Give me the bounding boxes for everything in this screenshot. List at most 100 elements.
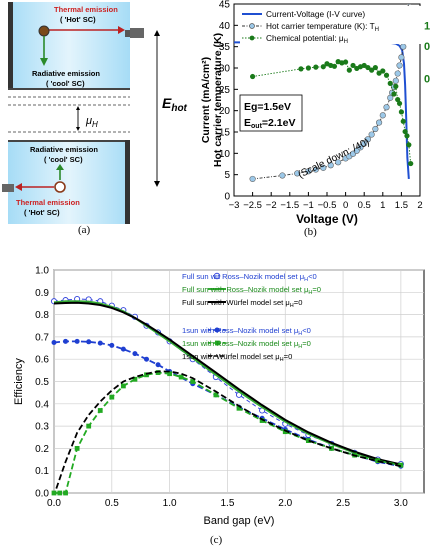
chem-potential-point bbox=[391, 91, 397, 97]
ehot-label: Ehot bbox=[162, 95, 188, 114]
legend-label-5: 1sun with Ross–Nozik model set μH=0 bbox=[182, 339, 311, 350]
temperature-point bbox=[327, 162, 334, 169]
iv-legend: Current-Voltage (I-V curve) Hot carrier … bbox=[240, 6, 422, 45]
y-tick-label: 45 bbox=[219, 0, 231, 11]
panel-a-caption: (a) bbox=[78, 224, 91, 236]
y-tick-label: 0 bbox=[224, 192, 230, 203]
x-tick-label: 1 bbox=[380, 200, 385, 211]
bottom-radiative-label-2: ( 'cool' SC) bbox=[44, 155, 83, 164]
temperature-point bbox=[320, 164, 327, 171]
bottom-thermal-label-1: Thermal emission bbox=[16, 198, 80, 207]
onesun-rn-zero-point bbox=[120, 383, 126, 389]
chem-potential-point bbox=[365, 64, 371, 71]
param-eout: Eout=2.1eV bbox=[244, 117, 295, 130]
temperature-point bbox=[249, 175, 256, 183]
chem-potential-point bbox=[395, 96, 401, 103]
chem-potential-point bbox=[383, 72, 390, 78]
onesun-rn-zero-point bbox=[375, 458, 381, 464]
y-tick-label: 30 bbox=[219, 64, 231, 75]
temperature-point bbox=[392, 77, 399, 84]
bottom-right-contact bbox=[125, 140, 130, 224]
x-tick-label: −2.5 bbox=[243, 200, 262, 211]
hot-sc-top-box bbox=[8, 2, 130, 90]
legend-temperature: Hot carrier temperature (K): TH bbox=[266, 21, 379, 33]
chem-potential-point bbox=[393, 83, 399, 89]
temperature-point bbox=[368, 131, 375, 138]
legend-symbol-onesun-rn-zero bbox=[215, 340, 220, 346]
onesun-rn-zero-point bbox=[329, 446, 334, 451]
chem-potential-point bbox=[372, 64, 378, 71]
chem-potential-point bbox=[387, 80, 393, 86]
chem-potential-point bbox=[343, 59, 349, 65]
top-radiative-label-2: ( 'cool' SC) bbox=[46, 79, 85, 88]
x-tick-label: −2 bbox=[266, 200, 277, 211]
x-tick-label: −0.5 bbox=[318, 200, 337, 211]
onesun-rn-neg-point bbox=[86, 339, 92, 345]
onesun-rn-neg-point bbox=[155, 362, 161, 368]
x-tick-label: −1.5 bbox=[280, 200, 299, 211]
y-tick-label: 0.1 bbox=[35, 466, 49, 477]
temperature-point bbox=[383, 104, 390, 111]
fullsun-wurfel-line bbox=[53, 301, 402, 466]
y-tick-label: 0.4 bbox=[35, 399, 49, 410]
temperature-point bbox=[398, 54, 405, 61]
top-right-contact bbox=[125, 30, 133, 37]
y-tick-label: 0.7 bbox=[35, 332, 49, 343]
x-tick-label: 0.5 bbox=[105, 498, 119, 509]
panel-c-chart: 0.0 0.1 0.2 0.3 0.4 0.5 0.6 0.7 0.8 0.9 1.0 0.0 0.5 1… bbox=[0, 258, 433, 550]
y-tick-label: 25 bbox=[219, 85, 231, 96]
temperature-point bbox=[406, 4, 412, 5]
y-tick-label: 15 bbox=[219, 128, 231, 139]
x-tick-label: 0.5 bbox=[358, 200, 371, 211]
onesun-rn-neg-point bbox=[132, 351, 138, 357]
scale-note: (Scale down: /40) bbox=[296, 137, 371, 181]
chem-potential-point bbox=[406, 142, 412, 148]
temperature-point bbox=[335, 159, 342, 166]
onesun-rn-zero-point bbox=[51, 490, 57, 496]
x-tick-label: 1.0 bbox=[163, 498, 177, 509]
chem-potential-point bbox=[408, 160, 414, 167]
top-thermal-label-1: Thermal emission bbox=[54, 5, 118, 14]
onesun-rn-neg-point bbox=[97, 340, 103, 346]
legend-symbol-onesun-rn-neg bbox=[214, 327, 220, 333]
legend-label-4: 1sun with Ross–Nozik model set μH<0 bbox=[182, 326, 311, 337]
chem-potential-point bbox=[398, 109, 404, 115]
panel-b-caption: (b) bbox=[304, 226, 317, 238]
temperature-point bbox=[396, 62, 403, 69]
onesun-rn-zero-point bbox=[57, 490, 63, 496]
y-axis-label-2: Hot carrier temperature (K) bbox=[212, 33, 224, 167]
x-tick-label: −1 bbox=[303, 200, 314, 211]
top-carrier-dot bbox=[38, 25, 50, 37]
y-tick-label: 1.0 bbox=[35, 266, 49, 277]
temperature-point bbox=[361, 140, 368, 147]
top-bottom-edge bbox=[8, 88, 130, 90]
legend-label-6: 1sun with Würfel model set μH=0 bbox=[182, 352, 292, 363]
chem-potential-point bbox=[331, 63, 338, 69]
onesun-rn-zero-point bbox=[398, 462, 404, 468]
y-tick-label: 0.6 bbox=[35, 355, 49, 366]
temperature-point bbox=[394, 70, 401, 77]
chem-potential-point bbox=[404, 133, 410, 139]
onesun-rn-zero-point bbox=[97, 408, 103, 413]
y-axis-label-1: Current (mA/cm²) bbox=[200, 57, 212, 143]
temperature-point bbox=[375, 119, 383, 126]
bottom-thermal-label-2: ( 'Hot' SC) bbox=[24, 208, 60, 217]
legend-iv: Current-Voltage (I-V curve) bbox=[266, 9, 365, 19]
top-radiative-label-1: Radiative emission bbox=[32, 69, 100, 78]
y-tick-label: 10 bbox=[219, 149, 231, 160]
params-box bbox=[239, 94, 303, 132]
temperature-point bbox=[294, 170, 301, 177]
onesun-rn-zero-point bbox=[190, 379, 196, 384]
efficiency-legend: Full sun wit Ross–Nozik model set μH<0 Fu… bbox=[182, 272, 321, 363]
onesun-rn-zero-point bbox=[144, 372, 149, 378]
right-tick-label: 0 bbox=[424, 74, 430, 86]
onesun-wurfel-line bbox=[55, 370, 402, 489]
y-tick-label: 20 bbox=[219, 106, 231, 117]
onesun-rn-neg-point bbox=[51, 339, 57, 345]
legend-label-3: Full sun with Würfel model set μH=0 bbox=[182, 298, 302, 309]
onesun-rn-neg-point bbox=[109, 342, 115, 348]
chem-potential-point bbox=[350, 62, 356, 69]
x-tick-label: 0.0 bbox=[47, 498, 61, 509]
y-tick-label: 0.3 bbox=[35, 422, 49, 433]
temperature-point bbox=[312, 166, 319, 173]
